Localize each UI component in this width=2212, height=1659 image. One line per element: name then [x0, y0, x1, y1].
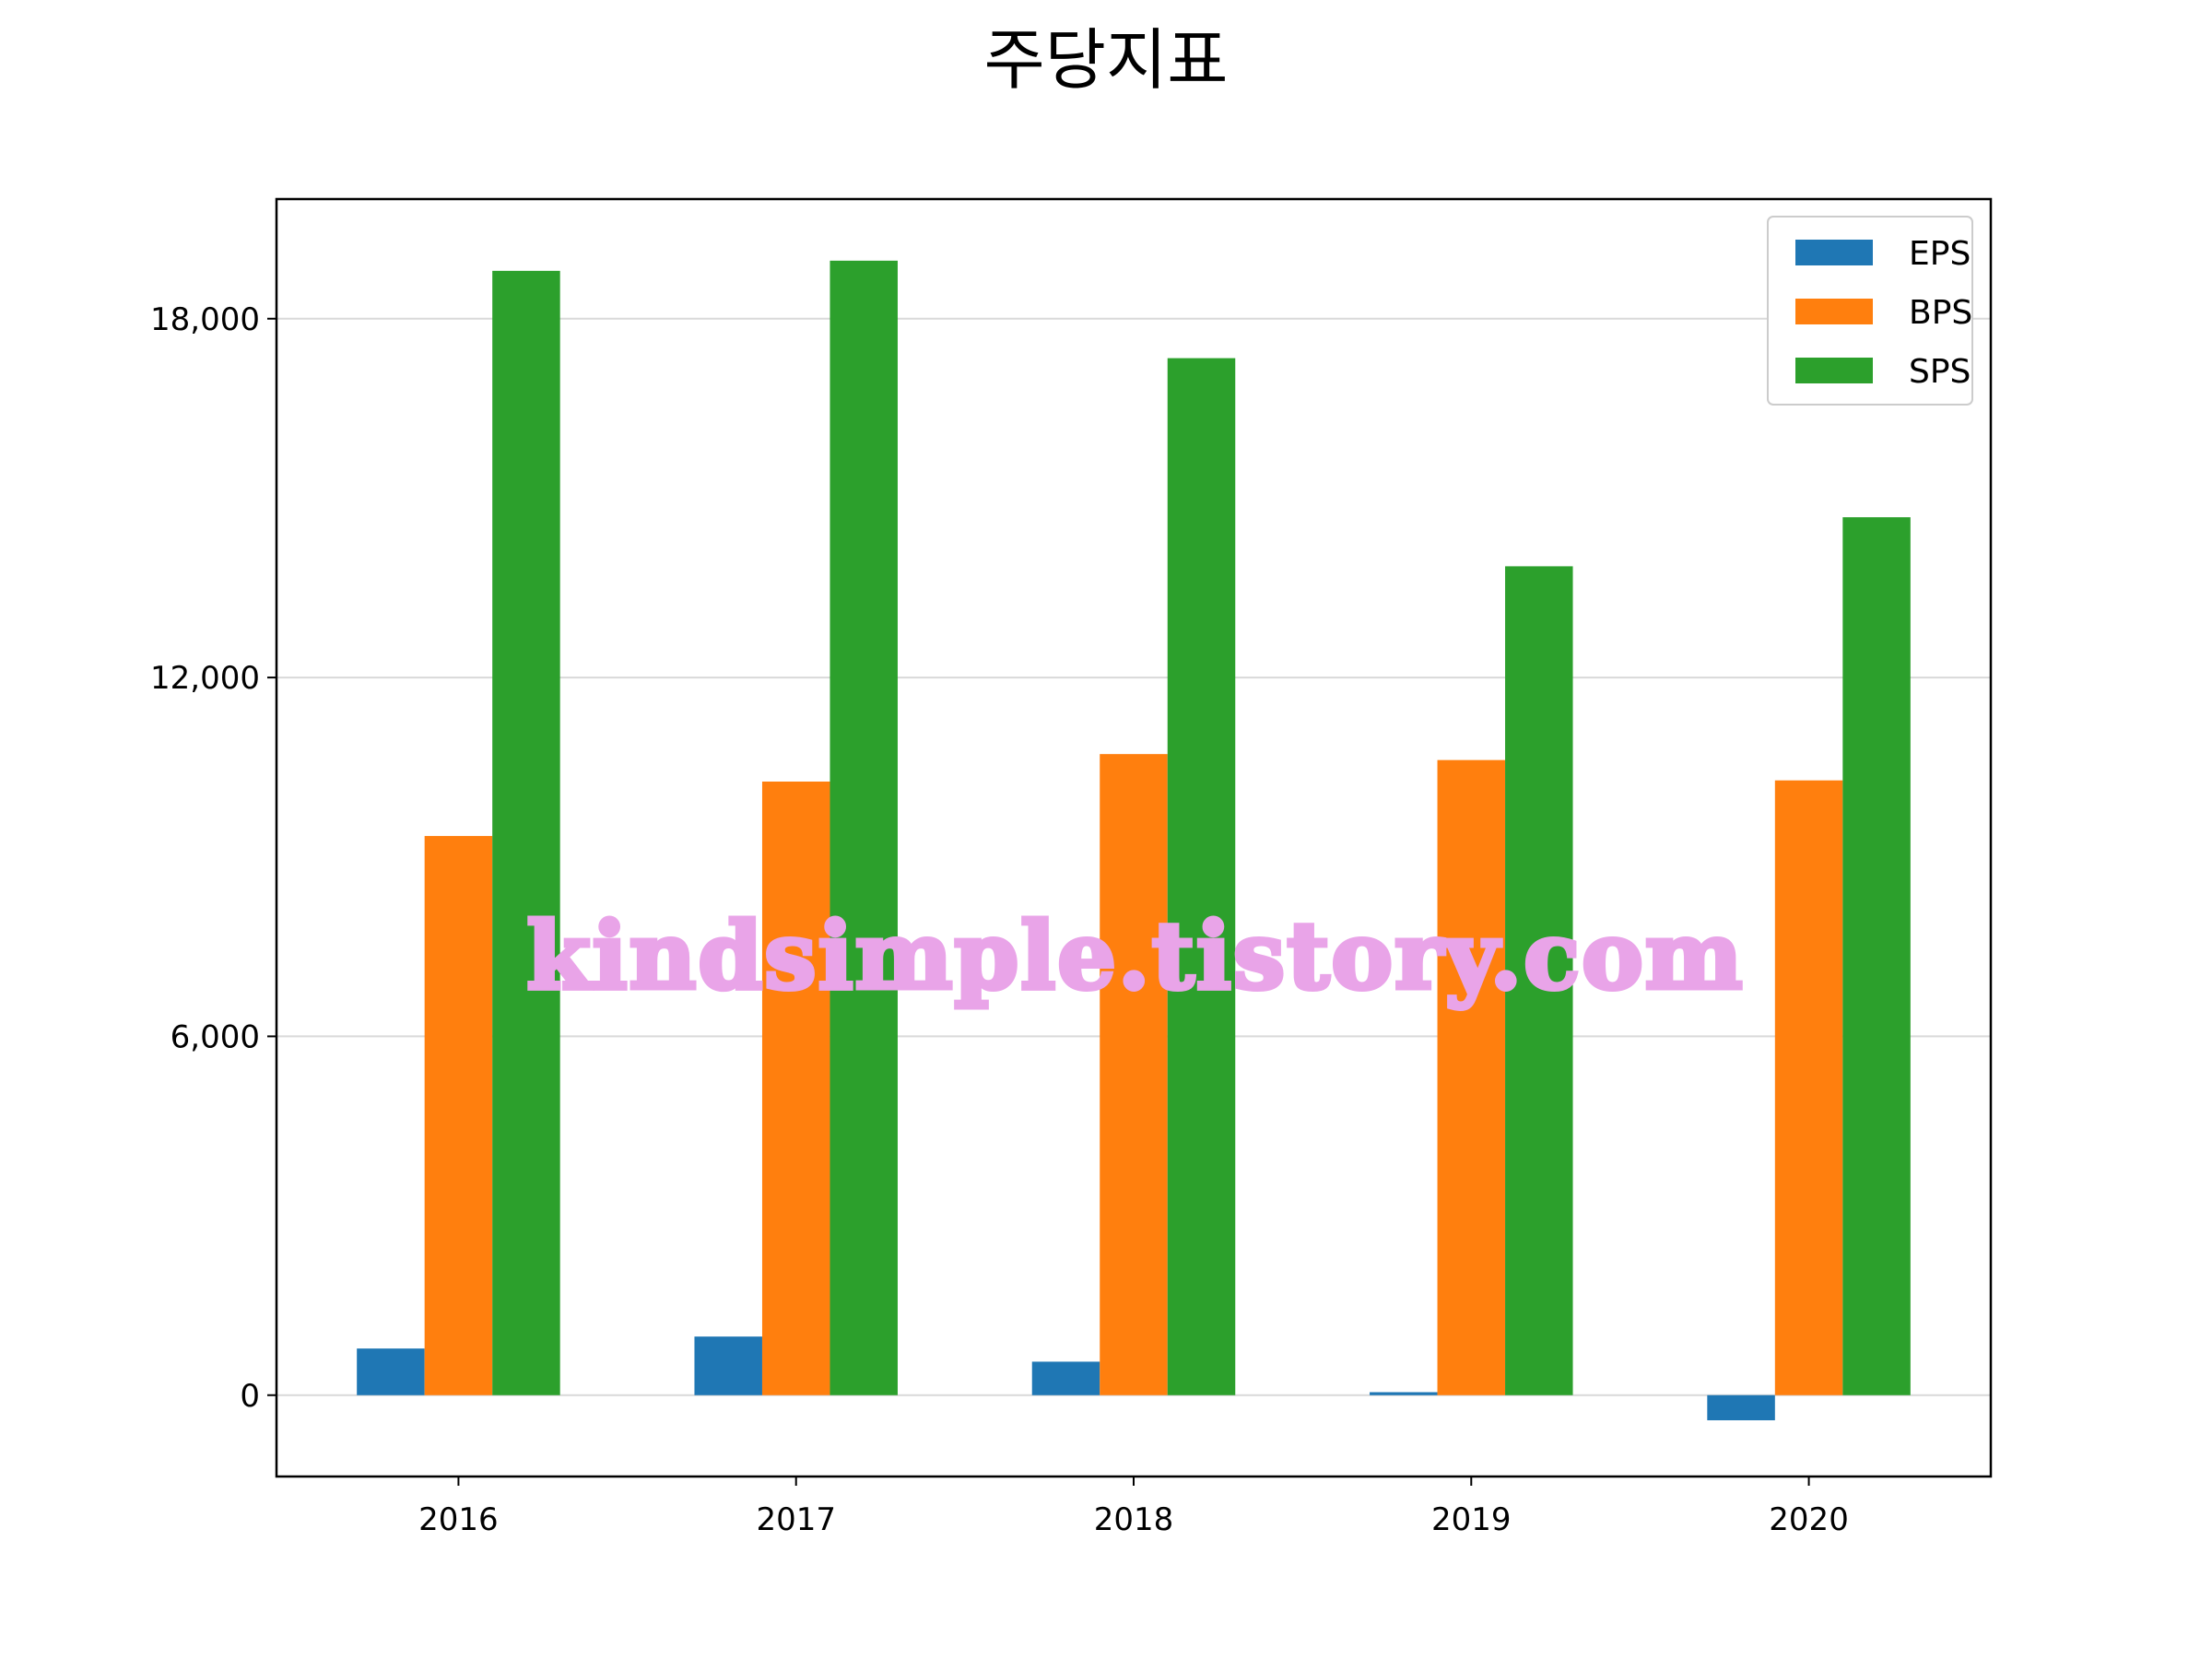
chart-title: 주당지표: [984, 21, 1229, 99]
bar-sps-2020: [1842, 517, 1911, 1395]
bar-eps-2016: [357, 1348, 425, 1395]
x-tick-label: 2018: [1094, 1501, 1174, 1538]
bars: [357, 260, 1911, 1421]
bar-eps-2018: [1031, 1361, 1100, 1395]
bar-bps-2020: [1774, 780, 1843, 1395]
legend-label-sps: SPS: [1909, 353, 1971, 391]
x-tick-label: 2016: [418, 1501, 499, 1538]
x-tick-label: 2020: [1769, 1501, 1849, 1538]
bar-sps-2019: [1505, 566, 1573, 1395]
bar-sps-2017: [830, 260, 898, 1395]
bar-bps-2019: [1437, 759, 1506, 1395]
legend-label-bps: BPS: [1909, 294, 1972, 332]
bar-eps-2019: [1370, 1392, 1438, 1395]
bar-bps-2018: [1100, 754, 1168, 1395]
bar-eps-2020: [1707, 1394, 1775, 1421]
legend: EPS BPS SPS: [1767, 216, 1973, 406]
legend-swatch-bps: [1795, 299, 1873, 324]
bar-sps-2016: [492, 270, 560, 1395]
x-tick-label: 2019: [1431, 1501, 1512, 1538]
bar-sps-2018: [1167, 358, 1236, 1395]
bar-bps-2017: [761, 782, 830, 1395]
y-axis: 0 6,000 12,000 18,000: [150, 301, 276, 1415]
legend-swatch-eps: [1795, 240, 1873, 265]
legend-label-eps: EPS: [1909, 235, 1971, 273]
bar-eps-2017: [694, 1336, 762, 1395]
y-tick-label: 0: [240, 1378, 260, 1415]
watermark: kindsimple.tistory.com: [526, 901, 1744, 1010]
x-tick-label: 2017: [756, 1501, 836, 1538]
bar-bps-2016: [424, 836, 493, 1395]
legend-swatch-sps: [1795, 358, 1873, 383]
y-tick-label: 6,000: [171, 1018, 260, 1055]
y-tick-label: 12,000: [150, 660, 260, 697]
y-tick-label: 18,000: [150, 301, 260, 338]
x-axis: 2016 2017 2018 2019 2020: [418, 1477, 1849, 1538]
